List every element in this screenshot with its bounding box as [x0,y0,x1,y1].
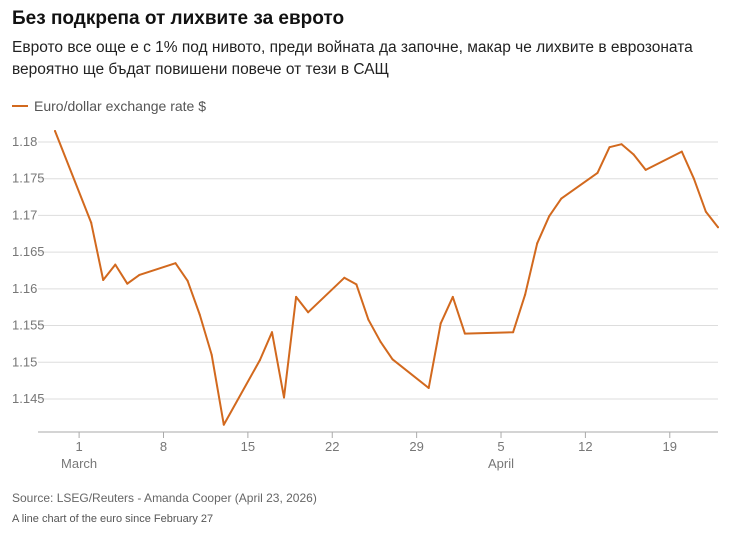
x-month-label: March [61,456,97,471]
x-tick-label: 12 [578,439,592,454]
legend: Euro/dollar exchange rate $ [12,98,206,114]
y-tick-label: 1.165 [12,244,45,259]
data-point [632,153,635,156]
x-tick-label: 29 [409,439,423,454]
data-point [258,359,261,362]
data-point [114,263,117,266]
data-point [439,322,442,325]
x-tick-label: 1 [75,439,82,454]
data-point [379,340,382,343]
y-axis-ticks: 1.145 1.15 1.155 1.16 1.165 1.17 1.175 1.18 [12,134,45,406]
x-tick-label: 15 [241,439,255,454]
x-tick-label: 8 [160,439,167,454]
chart-subtitle: Еврото все още е с 1% под нивото, преди … [12,39,693,78]
data-point [644,168,647,171]
chart-caption: A line chart of the euro since February … [12,513,214,525]
data-point [102,279,105,281]
series-layer [54,130,719,426]
data-point [198,313,201,316]
data-point [283,396,285,399]
data-point [512,331,515,334]
data-point [210,353,213,356]
data-point [608,146,611,149]
data-point [680,150,683,153]
data-point [692,177,695,180]
y-tick-label: 1.15 [12,354,37,369]
data-point [271,331,273,334]
data-point [463,332,466,335]
data-point [548,215,551,218]
x-month-label: April [488,456,514,471]
y-tick-label: 1.145 [12,391,45,406]
data-point [126,282,129,285]
data-point [717,226,719,229]
data-point [560,197,563,200]
data-point [427,387,430,389]
data-point [138,273,141,276]
y-tick-label: 1.175 [12,171,45,186]
chart-title: Без подкрепа от лихвите за еврото [12,8,345,29]
data-point [620,143,623,146]
data-point [704,210,707,213]
x-tick-label: 19 [663,439,677,454]
source-note: Source: LSEG/Reuters - Amanda Cooper (Ap… [12,491,317,505]
data-point [186,279,189,282]
data-point [355,283,358,286]
legend-label: Euro/dollar exchange rate $ [34,98,206,114]
legend-swatch [12,105,28,107]
data-point [524,293,527,296]
data-point [54,130,56,132]
gridlines [38,141,718,433]
data-point [307,311,310,314]
data-point [596,171,599,174]
data-point [367,318,370,321]
y-tick-label: 1.155 [12,318,45,333]
x-tick-label: 22 [325,439,339,454]
data-point [90,221,93,224]
x-axis-ticks: 1 March 8 15 22 29 5 April 12 19 [61,432,677,471]
y-tick-label: 1.17 [12,207,37,222]
series-line [54,130,719,426]
data-point [295,295,298,298]
data-point [222,423,225,426]
x-tick-label: 5 [497,439,504,454]
y-tick-label: 1.18 [12,134,37,149]
data-point [343,276,346,279]
data-point [391,358,394,361]
y-tick-label: 1.16 [12,281,37,296]
data-point [451,295,454,298]
data-point [536,242,539,245]
data-point [174,262,177,265]
